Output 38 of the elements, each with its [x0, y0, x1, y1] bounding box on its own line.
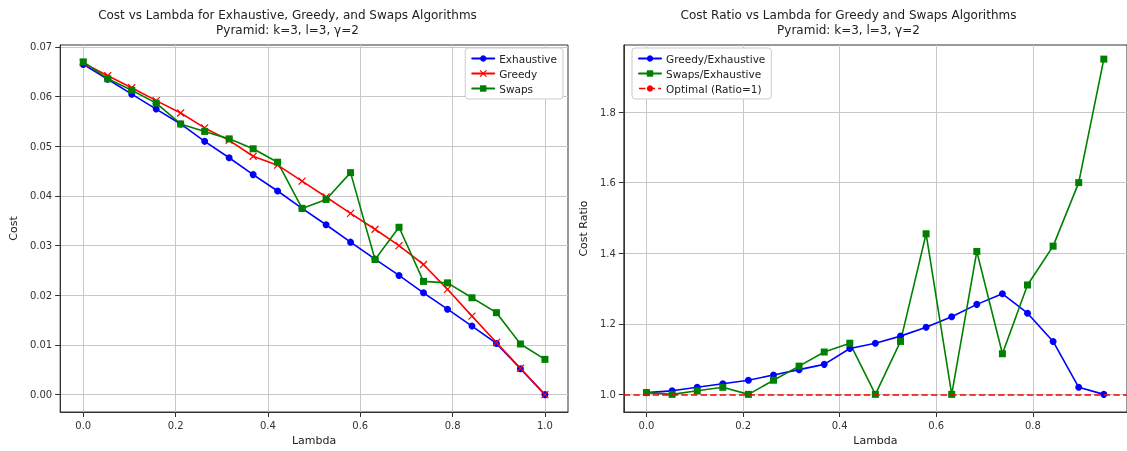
x-axis-title: Lambda — [853, 433, 898, 447]
legend-label: Exhaustive — [499, 52, 558, 65]
x-tick-label: 0.4 — [259, 419, 276, 431]
y-axis-title: Cost Ratio — [577, 200, 590, 257]
chart-subtitle: Pyramid: k=3, l=3, γ=2 — [216, 23, 359, 37]
x-tick-label: 0.8 — [1024, 419, 1041, 431]
y-tick-label: 0.01 — [29, 339, 53, 351]
x-tick-label: 0.4 — [831, 419, 848, 431]
legend-label: Swaps/Exhaustive — [666, 67, 762, 80]
x-tick-label: 0.8 — [444, 419, 461, 431]
y-tick-label: 1.2 — [599, 318, 616, 330]
y-tick-label: 0.00 — [29, 389, 53, 401]
x-tick-label: 1.0 — [536, 419, 553, 431]
legend-label: Swaps — [499, 82, 534, 95]
x-tick-label: 0.2 — [167, 419, 184, 431]
legend-label: Greedy — [499, 67, 538, 80]
chart-subtitle: Pyramid: k=3, l=3, γ=2 — [777, 23, 920, 37]
x-axis-title: Lambda — [291, 433, 337, 447]
x-tick-label: 0.0 — [75, 419, 92, 431]
y-tick-label: 1.6 — [599, 177, 616, 189]
chart-title: Cost Ratio vs Lambda for Greedy and Swaps Algorithms — [680, 8, 1017, 22]
y-tick-label: 0.06 — [29, 91, 53, 103]
y-tick-label: 0.04 — [29, 190, 53, 202]
x-tick-label: 0.2 — [735, 419, 752, 431]
x-tick-label: 0.6 — [352, 419, 369, 431]
y-tick-label: 0.03 — [29, 240, 53, 252]
y-tick-label: 1.0 — [599, 388, 616, 400]
chart-title: Cost vs Lambda for Exhaustive, Greedy, and Swaps Algorithms — [98, 8, 477, 22]
y-tick-label: 1.8 — [599, 106, 616, 118]
y-axis-title: Cost — [7, 215, 20, 241]
x-tick-label: 0.6 — [928, 419, 945, 431]
y-tick-label: 0.07 — [29, 41, 53, 53]
legend-label: Optimal (Ratio=1) — [666, 82, 762, 95]
y-tick-label: 1.4 — [599, 247, 616, 259]
y-tick-label: 0.02 — [29, 289, 53, 301]
legend-label: Greedy/Exhaustive — [666, 52, 766, 65]
y-tick-label: 0.05 — [29, 140, 53, 152]
x-tick-label: 0.0 — [638, 419, 655, 431]
